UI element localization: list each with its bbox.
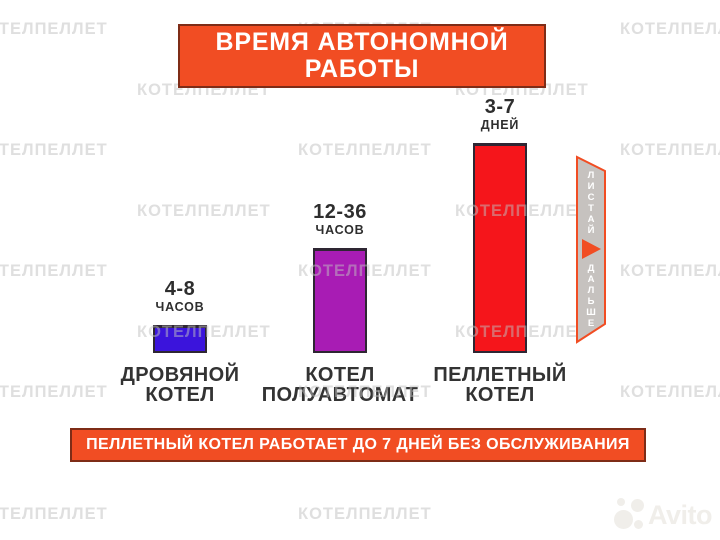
svg-text:Й: Й [588,224,595,236]
avito-wordmark: Avito [648,500,713,530]
category-label: ДРОВЯНОЙ КОТЕЛ [120,364,240,406]
value-range: 12-36 [313,201,367,223]
bar-value-label: 12-36 ЧАСОВ [270,201,410,238]
value-unit: ЧАСОВ [155,300,205,314]
value-unit: ДНЕЙ [480,118,520,132]
footer-text: ПЕЛЛЕТНЫЙ КОТЕЛ РАБОТАЕТ ДО 7 ДНЕЙ БЕЗ О… [86,436,630,453]
title-line-2: РАБОТЫ [304,55,420,83]
svg-text:А: А [588,214,595,225]
title-line-1: ВРЕМЯ АВТОНОМНОЙ [215,28,509,56]
svg-text:Ь: Ь [588,296,595,307]
avito-dot-icon [631,499,644,512]
svg-text:С: С [588,192,595,203]
svg-text:Ш: Ш [586,307,596,318]
value-range: 4-8 [164,278,196,300]
svg-text:Д: Д [588,263,595,274]
svg-text:Л: Л [588,285,595,296]
footer-banner: ПЕЛЛЕТНЫЙ КОТЕЛ РАБОТАЕТ ДО 7 ДНЕЙ БЕЗ О… [70,428,646,462]
svg-text:Л: Л [588,170,595,181]
avito-dot-icon [617,498,625,506]
arrow-right-icon [582,239,601,259]
svg-text:А: А [588,274,595,285]
bar [153,325,207,353]
title-banner: ВРЕМЯ АВТОНОМНОЙ РАБОТЫ [178,24,546,88]
bar-value-label: 4-8 ЧАСОВ [110,278,250,315]
svg-text:И: И [588,181,595,192]
svg-text:Т: Т [588,203,594,214]
avito-dot-icon [634,520,643,529]
avito-logo: Avito [614,496,720,540]
category-label: ПЕЛЛЕТНЫЙ КОТЕЛ [433,364,567,406]
bar [473,143,527,353]
value-range: 3-7 [484,96,516,118]
category-label: КОТЕЛ ПОЛУАВТОМАТ [261,364,419,406]
bar [313,248,367,353]
bar-value-label: 3-7 ДНЕЙ [430,96,570,133]
avito-dot-icon [614,510,633,529]
value-unit: ЧАСОВ [315,223,365,237]
svg-text:Е: Е [588,318,594,329]
